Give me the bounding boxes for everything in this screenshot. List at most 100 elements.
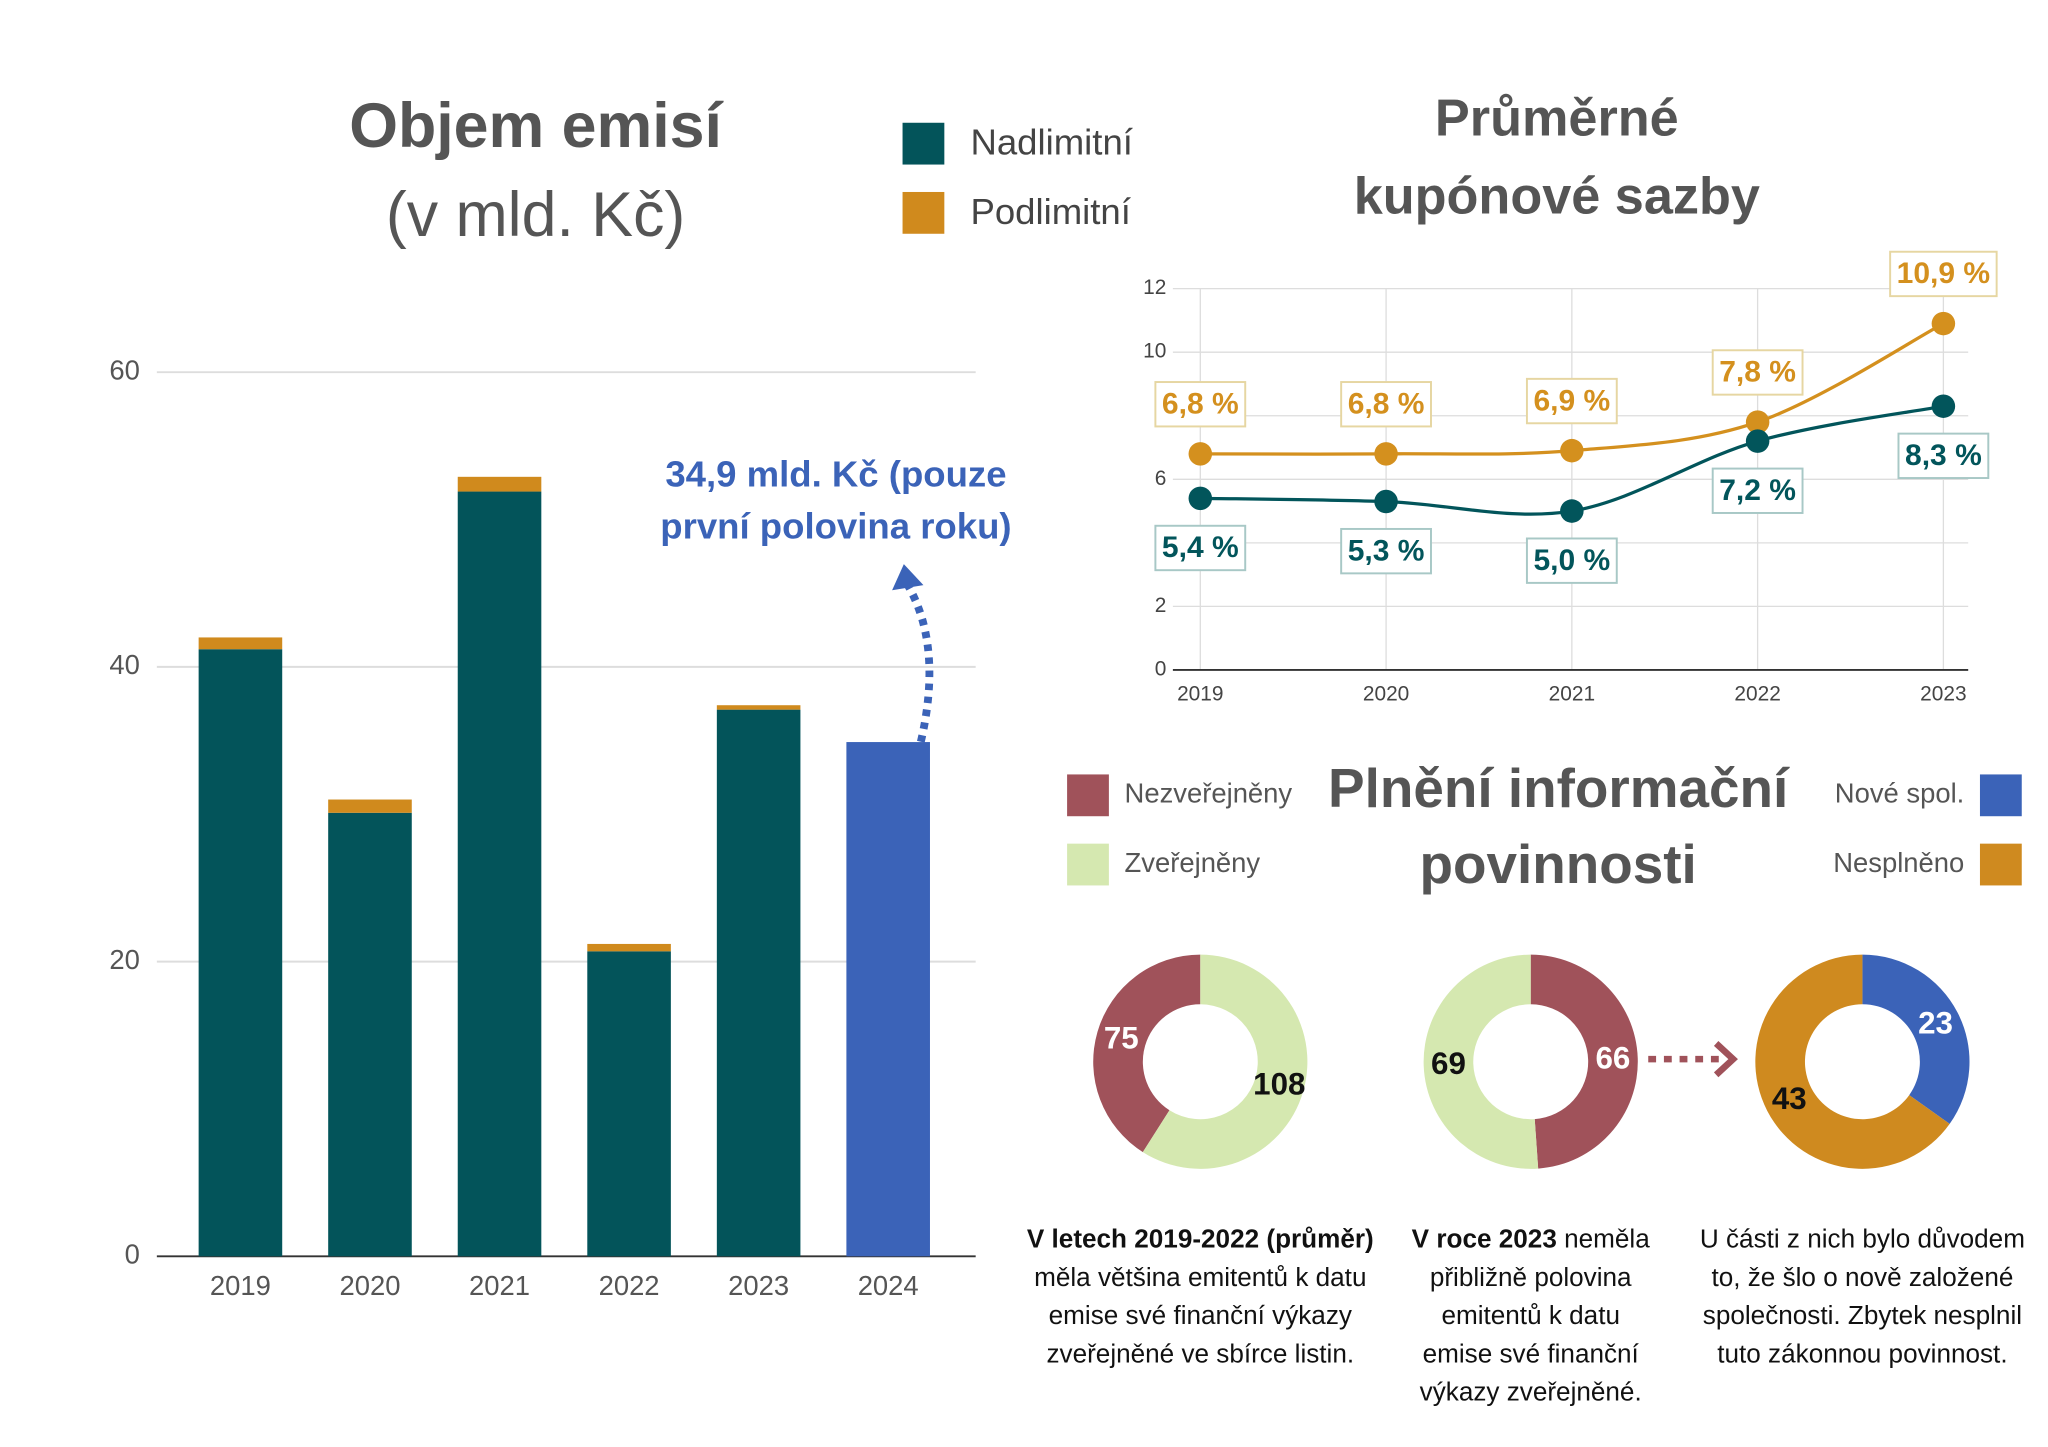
bar	[457, 476, 542, 492]
legend-label: Nezveřejněny	[1125, 778, 1293, 809]
chart-title: Plnění informační	[1328, 757, 1790, 819]
caption: měla většina emitentů k datu	[1034, 1262, 1366, 1292]
value-label-group: 6,8 %	[1154, 381, 1247, 428]
legend-label: Nové spol.	[1835, 778, 1964, 809]
caption-text: výkazy zveřejněné.	[1420, 1377, 1642, 1407]
legend-label: Zveřejněny	[1125, 847, 1261, 878]
value-label-box	[1897, 432, 1990, 480]
caption: U části z nich bylo důvodem	[1700, 1224, 2025, 1254]
value-label-group: 5,3 %	[1340, 527, 1432, 575]
value-label-box	[1154, 381, 1247, 428]
y-tick-label: 20	[109, 944, 139, 975]
x-tick-label: 2024	[858, 1270, 919, 1301]
x-tick-label: 2022	[599, 1270, 660, 1301]
value-label-group: 7,8 %	[1711, 349, 1804, 396]
value-label: 5,4 %	[1162, 531, 1239, 564]
chart-title: Objem emisí	[349, 91, 724, 161]
point	[1560, 438, 1584, 463]
point	[1931, 394, 1956, 418]
caption: zveřejněné ve sbírce listin.	[1046, 1338, 1354, 1368]
legend-label: Nadlimitní	[970, 122, 1132, 163]
value-label: 6,8 %	[1162, 387, 1239, 420]
y-tick-label: 40	[109, 649, 139, 680]
bar	[328, 799, 412, 813]
point	[1745, 429, 1770, 453]
value-label-group: 8,3 %	[1897, 432, 1990, 480]
value-label-box	[1711, 467, 1804, 514]
donut-slice	[1142, 954, 1308, 1169]
x-tick-label: 2019	[210, 1270, 271, 1301]
value-label-box	[1525, 377, 1618, 425]
value-label: 6,8 %	[1348, 387, 1425, 420]
value-label-box	[1340, 381, 1432, 428]
value-label: 5,3 %	[1348, 534, 1425, 567]
bar	[328, 812, 412, 1257]
donut-slice	[1530, 954, 1638, 1169]
y-tick-label: 60	[109, 354, 139, 385]
y-tick-label: 12	[1143, 276, 1166, 299]
x-tick-label: 2023	[1920, 682, 1966, 705]
chart-title: povinnosti	[1420, 833, 1697, 895]
caption: výkazy zveřejněné.	[1420, 1377, 1642, 1407]
donut-arrowhead	[1713, 1041, 1738, 1078]
point	[1188, 486, 1213, 511]
legend-swatch	[902, 122, 945, 165]
slice-label: 75	[1104, 1020, 1139, 1055]
y-tick-label: 0	[1155, 657, 1167, 680]
value-label-group: 5,4 %	[1154, 524, 1247, 572]
caption: emise své finanční	[1423, 1338, 1640, 1368]
caption: V letech 2019-2022 (průměr)	[1027, 1224, 1374, 1254]
point	[1931, 311, 1956, 336]
caption-text: tuto zákonnou povinnost.	[1717, 1338, 2007, 1368]
caption-text: to, že šlo o nově založené	[1711, 1262, 2013, 1292]
caption-text: společnosti. Zbytek nesplnil	[1703, 1300, 2022, 1330]
value-label: 7,2 %	[1719, 474, 1796, 507]
caption-text: neměla	[1564, 1224, 1650, 1254]
legend-swatch	[1979, 843, 2022, 886]
caption: emise své finanční výkazy	[1049, 1300, 1352, 1330]
y-tick-label: 10	[1143, 340, 1166, 363]
caption: společnosti. Zbytek nesplnil	[1703, 1300, 2022, 1330]
donut-slice	[1093, 954, 1201, 1153]
point	[1745, 410, 1770, 434]
caption: přibližně polovina	[1430, 1262, 1632, 1292]
value-label: 10,9 %	[1897, 257, 1990, 290]
point	[1374, 442, 1398, 466]
legend-swatch	[1979, 774, 2022, 817]
legend-swatch	[902, 191, 945, 234]
chart-title: kupónové sazby	[1354, 168, 1760, 226]
x-tick-label: 2019	[1177, 682, 1223, 705]
y-tick-label: 6	[1155, 467, 1167, 490]
bar	[457, 491, 542, 1257]
value-label-group: 5,0 %	[1525, 537, 1618, 584]
slice-label: 23	[1918, 1006, 1953, 1041]
value-label: 8,3 %	[1905, 439, 1982, 472]
caption-text: přibližně polovina	[1430, 1262, 1632, 1292]
donut-slice	[1862, 954, 1970, 1124]
value-label-box	[1711, 349, 1804, 396]
legend-swatch	[1067, 843, 1109, 886]
value-label-group: 6,9 %	[1525, 377, 1618, 425]
annotation-arrowhead	[892, 564, 924, 591]
value-label: 6,9 %	[1533, 384, 1610, 417]
value-label-box	[1154, 524, 1247, 572]
caption-text: měla většina emitentů k datu	[1034, 1262, 1366, 1292]
caption: emitentů k datu	[1441, 1300, 1620, 1330]
caption-text: U části z nich bylo důvodem	[1700, 1224, 2025, 1254]
slice-label: 43	[1772, 1081, 1807, 1116]
value-label-group: 6,8 %	[1340, 381, 1432, 428]
bar	[716, 705, 801, 710]
bar	[846, 742, 930, 1257]
caption-bold: V roce 2023	[1412, 1224, 1564, 1254]
bar	[587, 943, 671, 952]
x-tick-label: 2020	[339, 1270, 400, 1301]
slice-label: 69	[1431, 1046, 1466, 1081]
value-label-group: 10,9 %	[1889, 250, 1998, 298]
donut-slice	[1755, 954, 1950, 1169]
point	[1188, 442, 1213, 466]
annotation: 34,9 mld. Kč (pouze	[665, 453, 1006, 494]
x-tick-label: 2021	[1549, 682, 1595, 705]
value-label: 7,8 %	[1719, 356, 1796, 389]
value-label-box	[1525, 537, 1618, 584]
